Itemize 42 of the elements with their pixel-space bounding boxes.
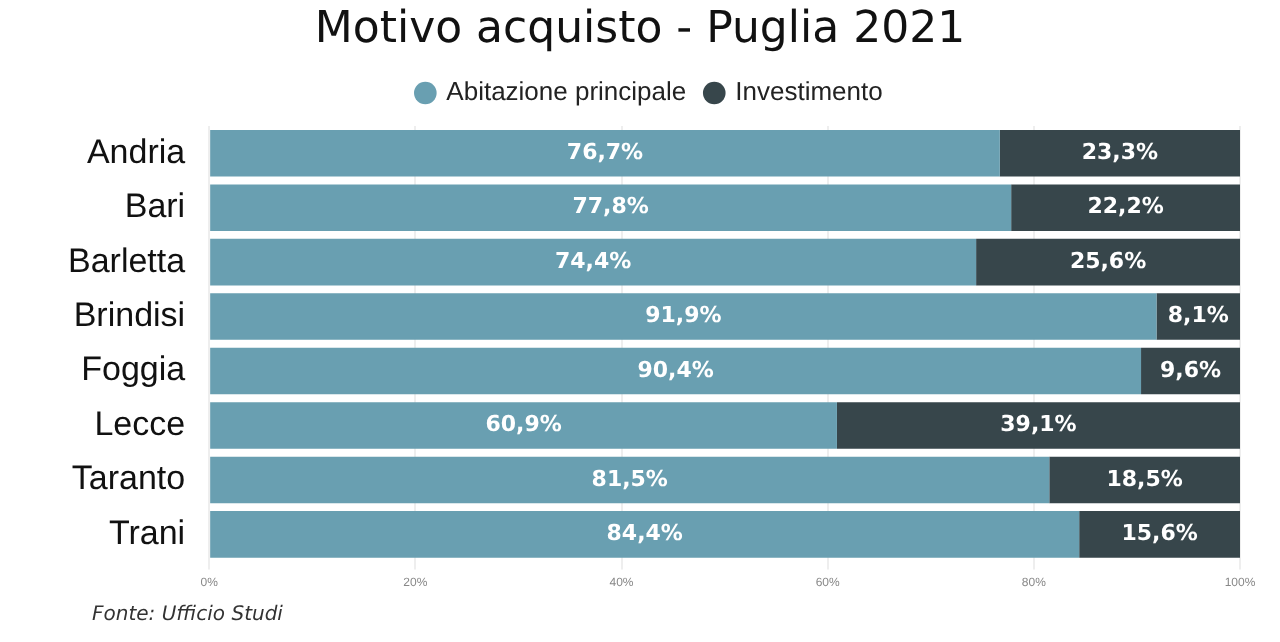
- y-tick-label: Barletta: [67, 241, 187, 280]
- data-label: 9,6%: [1160, 356, 1222, 383]
- data-label: 77,8%: [572, 193, 649, 220]
- legend-label: Abitazione principale: [446, 76, 687, 107]
- bar: [976, 238, 1240, 286]
- bar: [210, 456, 1050, 504]
- data-label: 25,6%: [1069, 247, 1147, 274]
- data-label: 15,6%: [1121, 520, 1198, 547]
- bar: [210, 347, 1142, 395]
- data-label: 60,9%: [485, 411, 562, 438]
- bar: [210, 511, 1080, 558]
- legend-label: Investimento: [735, 76, 883, 107]
- bar: [836, 402, 1240, 449]
- y-tick-label: Foggia: [81, 350, 187, 389]
- bar: [1079, 511, 1240, 558]
- data-label: 74,4%: [554, 247, 632, 274]
- bar: [210, 293, 1157, 340]
- data-label: 22,2%: [1087, 193, 1164, 220]
- y-tick-label: Trani: [108, 513, 186, 552]
- bar: [210, 238, 977, 286]
- bar: [1011, 184, 1240, 231]
- data-label: 39,1%: [1000, 411, 1077, 438]
- bar: [1049, 456, 1240, 504]
- data-label: 23,3%: [1081, 138, 1159, 165]
- data-label: 18,5%: [1106, 465, 1183, 492]
- bar: [999, 129, 1240, 177]
- y-tick-label: Brindisi: [73, 295, 186, 334]
- bar: [210, 129, 1000, 177]
- bar: [210, 402, 837, 449]
- chart-title: Motivo acquisto - Puglia 2021: [312, 4, 968, 54]
- y-tick-label: Taranto: [71, 459, 186, 498]
- data-label: 76,7%: [566, 138, 644, 165]
- y-tick-label: Lecce: [94, 404, 186, 443]
- y-tick-label: Bari: [124, 187, 186, 226]
- data-label: 90,4%: [637, 356, 714, 383]
- data-label: 81,5%: [591, 465, 668, 492]
- data-label: 8,1%: [1167, 302, 1229, 329]
- bar: [210, 184, 1012, 231]
- data-label: 84,4%: [606, 520, 683, 547]
- source-note: Fonte: Ufficio Studi: [92, 604, 283, 626]
- y-tick-label: Andria: [86, 132, 187, 171]
- data-label: 91,9%: [645, 302, 722, 329]
